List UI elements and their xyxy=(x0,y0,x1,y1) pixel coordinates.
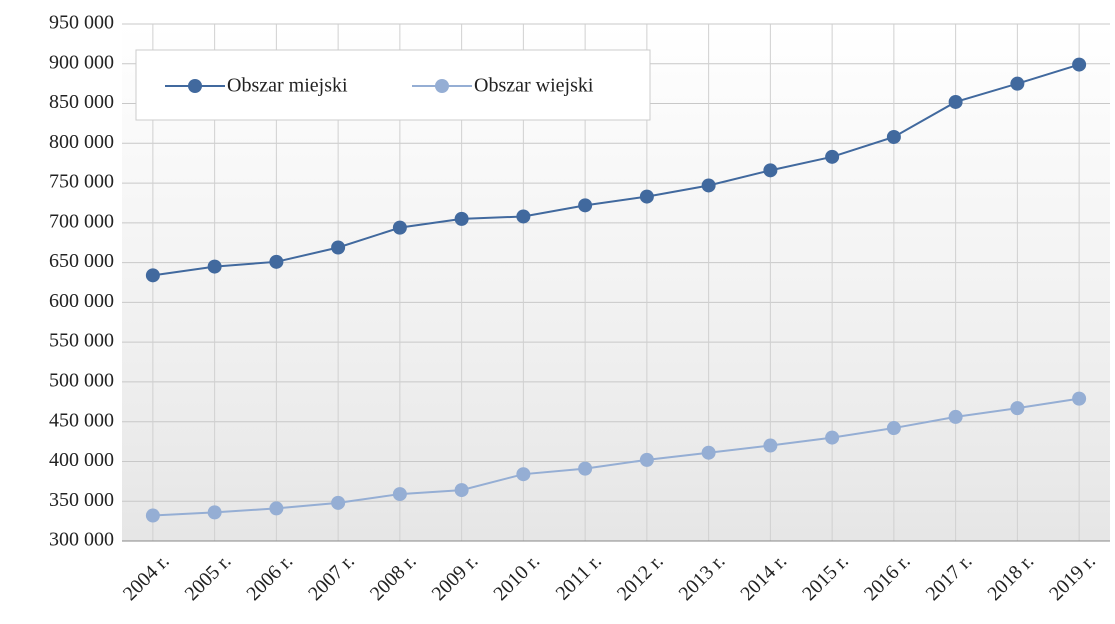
data-point xyxy=(269,501,284,516)
data-point xyxy=(1072,391,1087,406)
data-point xyxy=(516,209,531,224)
y-tick-label: 700 000 xyxy=(49,210,114,232)
data-point xyxy=(331,495,346,510)
x-tick-label: 2007 r. xyxy=(304,550,359,605)
x-tick-label: 2011 r. xyxy=(552,550,606,604)
y-tick-label: 550 000 xyxy=(49,330,114,352)
data-point xyxy=(454,211,469,226)
y-tick-label: 600 000 xyxy=(49,290,114,312)
legend-label: Obszar wiejski xyxy=(474,75,594,97)
x-tick-label: 2009 r. xyxy=(428,550,483,605)
data-point xyxy=(639,189,654,204)
data-point xyxy=(207,259,222,274)
legend-marker xyxy=(435,79,449,93)
x-tick-label: 2019 r. xyxy=(1045,550,1100,605)
legend-label: Obszar miejski xyxy=(227,75,348,97)
data-point xyxy=(145,268,160,283)
data-point xyxy=(1010,76,1025,91)
x-tick-label: 2013 r. xyxy=(675,550,730,605)
data-point xyxy=(516,467,531,482)
y-tick-label: 450 000 xyxy=(49,409,114,431)
y-tick-label: 350 000 xyxy=(49,489,114,511)
legend-marker xyxy=(188,79,202,93)
x-tick-label: 2012 r. xyxy=(613,550,668,605)
x-tick-label: 2014 r. xyxy=(736,550,791,605)
data-point xyxy=(701,445,716,460)
x-tick-label: 2006 r. xyxy=(242,550,297,605)
data-point xyxy=(948,409,963,424)
series-line xyxy=(152,397,1080,517)
y-tick-label: 800 000 xyxy=(49,131,114,153)
y-tick-label: 500 000 xyxy=(49,370,114,392)
x-tick-label: 2004 r. xyxy=(119,550,174,605)
x-tick-label: 2015 r. xyxy=(798,550,853,605)
data-point xyxy=(948,94,963,109)
y-tick-label: 300 000 xyxy=(49,529,114,551)
data-point xyxy=(269,254,284,269)
data-point xyxy=(454,483,469,498)
y-tick-label: 650 000 xyxy=(49,250,114,272)
data-point xyxy=(578,198,593,213)
x-tick-label: 2010 r. xyxy=(489,550,544,605)
data-point xyxy=(701,178,716,193)
data-point xyxy=(763,438,778,453)
data-point xyxy=(886,129,901,144)
data-point xyxy=(392,487,407,502)
x-tick-label: 2005 r. xyxy=(181,550,236,605)
y-tick-label: 950 000 xyxy=(49,12,114,34)
data-point xyxy=(763,163,778,178)
x-tick-label: 2016 r. xyxy=(860,550,915,605)
data-point xyxy=(639,452,654,467)
data-point xyxy=(207,505,222,520)
data-point xyxy=(1010,401,1025,416)
data-point xyxy=(825,430,840,445)
data-point xyxy=(392,220,407,235)
data-point xyxy=(886,421,901,436)
y-tick-label: 900 000 xyxy=(49,51,114,73)
data-point xyxy=(331,240,346,255)
y-tick-label: 850 000 xyxy=(49,91,114,113)
data-point xyxy=(1072,57,1087,72)
data-point xyxy=(145,508,160,523)
y-tick-label: 750 000 xyxy=(49,171,114,193)
x-tick-label: 2018 r. xyxy=(983,550,1038,605)
data-point xyxy=(825,149,840,164)
x-tick-label: 2017 r. xyxy=(922,550,977,605)
series-line xyxy=(152,63,1080,277)
y-tick-label: 400 000 xyxy=(49,449,114,471)
data-point xyxy=(578,461,593,476)
x-tick-label: 2008 r. xyxy=(366,550,421,605)
